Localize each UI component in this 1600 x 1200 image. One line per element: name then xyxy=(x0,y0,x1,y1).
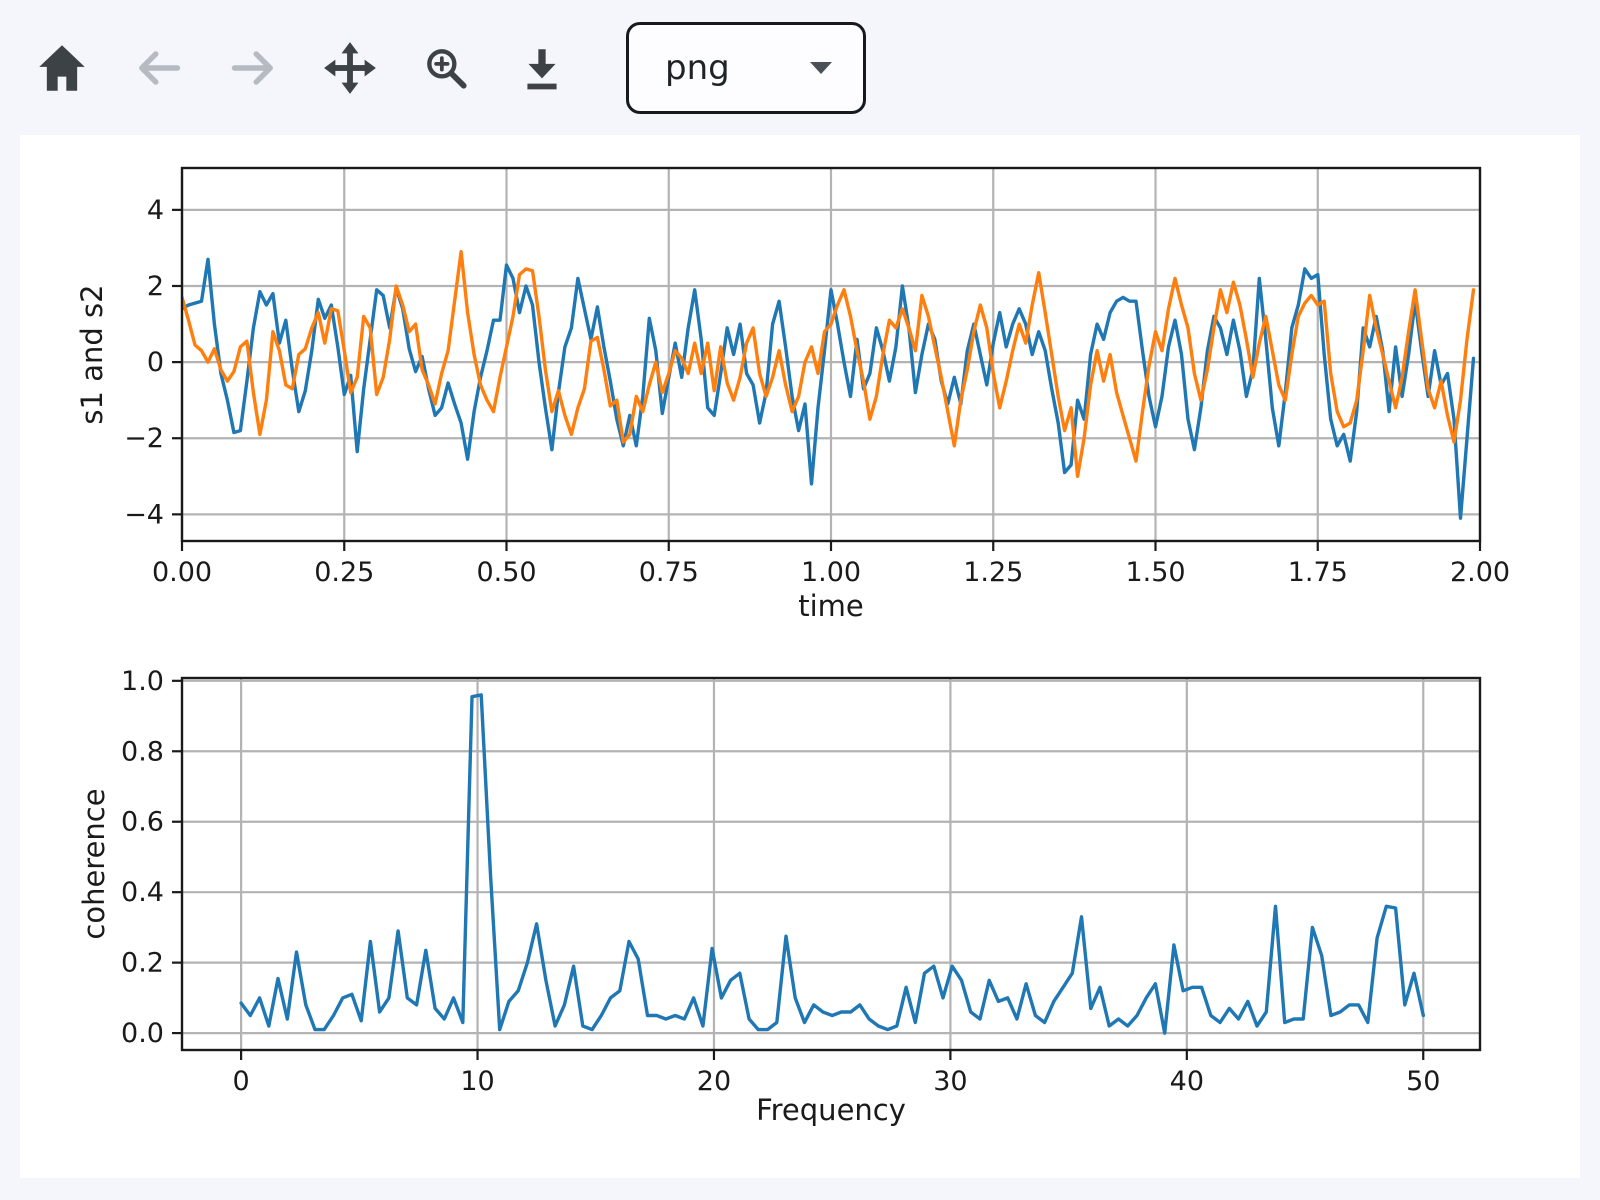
svg-text:50: 50 xyxy=(1406,1066,1440,1097)
svg-text:0.8: 0.8 xyxy=(121,736,164,767)
x-axis-label: Frequency xyxy=(756,1093,906,1127)
svg-text:4: 4 xyxy=(147,195,164,226)
svg-text:2.00: 2.00 xyxy=(1450,557,1510,588)
svg-text:0.75: 0.75 xyxy=(639,557,699,588)
svg-text:40: 40 xyxy=(1170,1066,1204,1097)
svg-text:−4: −4 xyxy=(124,499,164,530)
svg-text:0.00: 0.00 xyxy=(152,557,212,588)
svg-text:1.25: 1.25 xyxy=(963,557,1023,588)
axis-labels: time s1 and s2 xyxy=(75,284,864,623)
y-axis-label: coherence xyxy=(77,788,111,939)
svg-text:1.0: 1.0 xyxy=(121,666,164,697)
figure-canvas[interactable]: 0.00 0.25 0.50 0.75 1.00 1.25 1.50 1.75 2.00 −4 −2… xyxy=(20,135,1580,1178)
grid xyxy=(180,168,1482,541)
back-button[interactable] xyxy=(130,26,186,110)
tick-labels: 0.00 0.25 0.50 0.75 1.00 1.25 1.50 1.75 2.00 −4 −2… xyxy=(124,195,1510,588)
matplotlib-figure: 0.00 0.25 0.50 0.75 1.00 1.25 1.50 1.75 2.00−4−2… xyxy=(75,166,1510,1127)
move-icon xyxy=(324,41,376,94)
zoom-button[interactable] xyxy=(418,26,474,110)
zoom-in-icon xyxy=(427,48,467,89)
svg-text:0.0: 0.0 xyxy=(121,1018,164,1049)
axes-spines xyxy=(180,676,1482,1052)
forward-button[interactable] xyxy=(226,26,282,110)
tick-labels: 0 10 20 30 40 50 0.0 0.2 0.4 0.6 0.8 1.0 xyxy=(121,666,1440,1097)
svg-text:0.4: 0.4 xyxy=(121,877,164,908)
coherence-chart: 0 10 20 30 40 50 0.0 0.2 0.4 0.6 0.8 1.0 Frequency co… xyxy=(77,666,1482,1127)
home-button[interactable] xyxy=(34,26,90,110)
format-select-value: png xyxy=(665,47,730,88)
pan-button[interactable] xyxy=(322,26,378,110)
svg-text:−2: −2 xyxy=(124,423,164,454)
grid xyxy=(182,678,1480,1050)
x-axis-label: time xyxy=(798,589,864,623)
toolbar: png xyxy=(34,0,866,135)
arrow-left-icon xyxy=(139,50,181,85)
svg-text:0.50: 0.50 xyxy=(476,557,536,588)
svg-text:0.2: 0.2 xyxy=(121,948,164,979)
download-icon xyxy=(527,48,557,89)
svg-text:0.6: 0.6 xyxy=(121,807,164,838)
svg-text:20: 20 xyxy=(697,1066,731,1097)
series-coherence xyxy=(239,693,1425,1035)
chevron-down-icon xyxy=(810,61,832,74)
y-axis-label: s1 and s2 xyxy=(75,284,109,424)
svg-text:1.00: 1.00 xyxy=(801,557,861,588)
svg-text:1.75: 1.75 xyxy=(1288,557,1348,588)
svg-text:30: 30 xyxy=(933,1066,967,1097)
arrow-right-icon xyxy=(231,50,273,85)
svg-text:0: 0 xyxy=(147,347,164,378)
axis-labels: Frequency coherence xyxy=(77,788,906,1127)
svg-text:10: 10 xyxy=(460,1066,494,1097)
format-select[interactable]: png xyxy=(626,21,866,114)
svg-text:0: 0 xyxy=(233,1066,250,1097)
svg-text:0.25: 0.25 xyxy=(314,557,374,588)
svg-text:2: 2 xyxy=(147,271,164,302)
signals-chart: 0.00 0.25 0.50 0.75 1.00 1.25 1.50 1.75 2.00 −4 −2… xyxy=(75,166,1510,623)
home-icon xyxy=(39,44,85,91)
series-s2 xyxy=(182,250,1476,478)
svg-text:1.50: 1.50 xyxy=(1125,557,1185,588)
download-button[interactable] xyxy=(514,26,570,110)
